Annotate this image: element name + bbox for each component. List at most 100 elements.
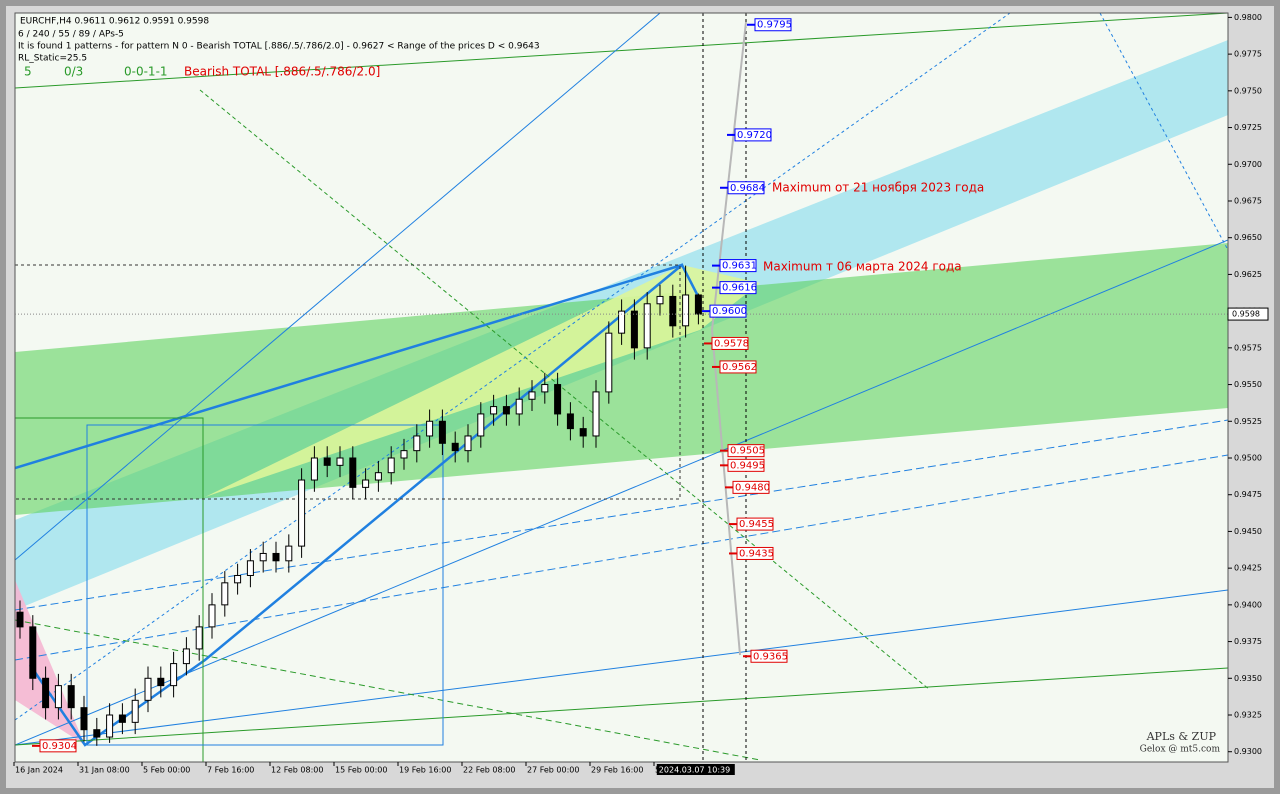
level-label: 0.9304 <box>42 741 77 752</box>
info: 6 / 240 / 55 / 89 / APs-5 <box>18 30 124 40</box>
level-label: 0.9365 <box>753 651 788 662</box>
x-tick-label: 29 Feb 16:00 <box>591 766 643 775</box>
x-tick-label: 19 Feb 16:00 <box>399 766 451 775</box>
level-label: 0.9455 <box>739 519 774 530</box>
candle-body <box>566 413 574 430</box>
box <box>15 264 681 500</box>
watermark: APLs & ZUP <box>1146 730 1217 743</box>
candle-body <box>374 472 382 481</box>
status: 0/3 <box>64 65 83 79</box>
candle-body <box>157 677 165 687</box>
candle-body <box>272 552 280 562</box>
x-tick-label: 12 Feb 08:00 <box>271 766 323 775</box>
level-box <box>39 739 77 753</box>
candle-body <box>438 420 446 444</box>
box <box>86 424 444 746</box>
trend-line <box>15 667 1228 746</box>
candle-body <box>605 332 613 393</box>
candle-body <box>541 384 549 393</box>
candle-body <box>106 714 114 738</box>
trend-line <box>15 13 661 561</box>
candle-body <box>118 714 126 723</box>
level-label: 0.9505 <box>730 446 765 457</box>
cursor-time-bg <box>656 764 735 775</box>
candle-body <box>170 663 178 687</box>
y-tick-label: 0.9300 <box>1234 747 1262 756</box>
y-tick-label: 0.9700 <box>1234 160 1262 169</box>
candle-body <box>42 677 50 709</box>
candle-body <box>349 457 357 488</box>
y-tick-label: 0.9450 <box>1234 527 1262 536</box>
candle-body <box>362 479 370 488</box>
candle-body <box>221 582 229 606</box>
level-box <box>732 480 770 494</box>
level-box <box>727 444 765 458</box>
candle-body <box>630 310 638 349</box>
cursor-time: 2024.03.07 10:39 <box>659 766 730 775</box>
candle-body <box>643 303 651 349</box>
level-box <box>727 458 765 472</box>
candle-body <box>618 310 626 334</box>
level-box <box>719 259 757 273</box>
candle-body <box>234 574 242 584</box>
candle-body <box>259 552 267 562</box>
info: RL_Static=25.5 <box>18 54 87 64</box>
candle-body <box>16 611 24 628</box>
level-box <box>754 18 792 32</box>
x-tick-label: 31 Jan 08:00 <box>79 766 130 775</box>
candle-body <box>682 294 690 327</box>
candle-body <box>528 391 536 400</box>
candle-body <box>515 398 523 415</box>
trend-line <box>15 619 761 761</box>
level-label: 0.9495 <box>730 460 765 471</box>
annotation: Maximum от 21 ноября 2023 года <box>772 181 984 195</box>
level-label: 0.9720 <box>737 130 772 141</box>
level-box <box>736 546 774 560</box>
trend-line <box>15 589 1228 746</box>
candle-body <box>208 604 216 628</box>
level-box <box>719 281 757 295</box>
y-tick-label: 0.9675 <box>1234 196 1262 205</box>
candle-body <box>464 435 472 452</box>
pattern-line <box>15 263 683 470</box>
candle-body <box>413 435 421 452</box>
candle-body <box>131 699 139 723</box>
y-tick-label: 0.9550 <box>1234 380 1262 389</box>
x-tick-label: 7 Feb 16:00 <box>207 766 254 775</box>
level-box <box>711 336 749 350</box>
trend-line <box>15 239 1228 746</box>
candle-body <box>400 450 408 459</box>
box <box>15 417 204 762</box>
candle-body <box>29 626 37 679</box>
level-box <box>734 128 772 142</box>
candle-body <box>426 420 434 437</box>
x-tick-label: 5 Feb 00:00 <box>143 766 190 775</box>
trend-line <box>199 89 931 691</box>
zigzag <box>28 263 702 747</box>
x-tick-label: 22 Feb 08:00 <box>463 766 515 775</box>
candle-body <box>285 545 293 562</box>
y-tick-label: 0.9800 <box>1234 13 1262 22</box>
x-tick-label: 16 Jan 2024 <box>15 766 63 775</box>
level-label: 0.9600 <box>712 306 747 317</box>
candle-body <box>490 406 498 415</box>
y-tick-label: 0.9750 <box>1234 86 1262 95</box>
level-label: 0.9616 <box>722 283 757 294</box>
y-tick-label: 0.9575 <box>1234 343 1262 352</box>
status: 5 <box>24 65 32 79</box>
candle-body <box>310 457 318 481</box>
level-label: 0.9480 <box>735 482 770 493</box>
candle-body <box>477 413 485 437</box>
level-label: 0.9578 <box>714 338 749 349</box>
candle-body <box>80 707 88 731</box>
candle-body <box>54 685 62 709</box>
last-price-box <box>1227 307 1269 321</box>
candle-body <box>67 685 75 709</box>
candle-body <box>144 677 152 701</box>
y-tick-label: 0.9500 <box>1234 453 1262 462</box>
y-tick-label: 0.9625 <box>1234 270 1262 279</box>
level-box <box>727 181 765 195</box>
watermark: Gelox @ mt5.com <box>1140 745 1221 755</box>
level-label: 0.9684 <box>730 183 765 194</box>
